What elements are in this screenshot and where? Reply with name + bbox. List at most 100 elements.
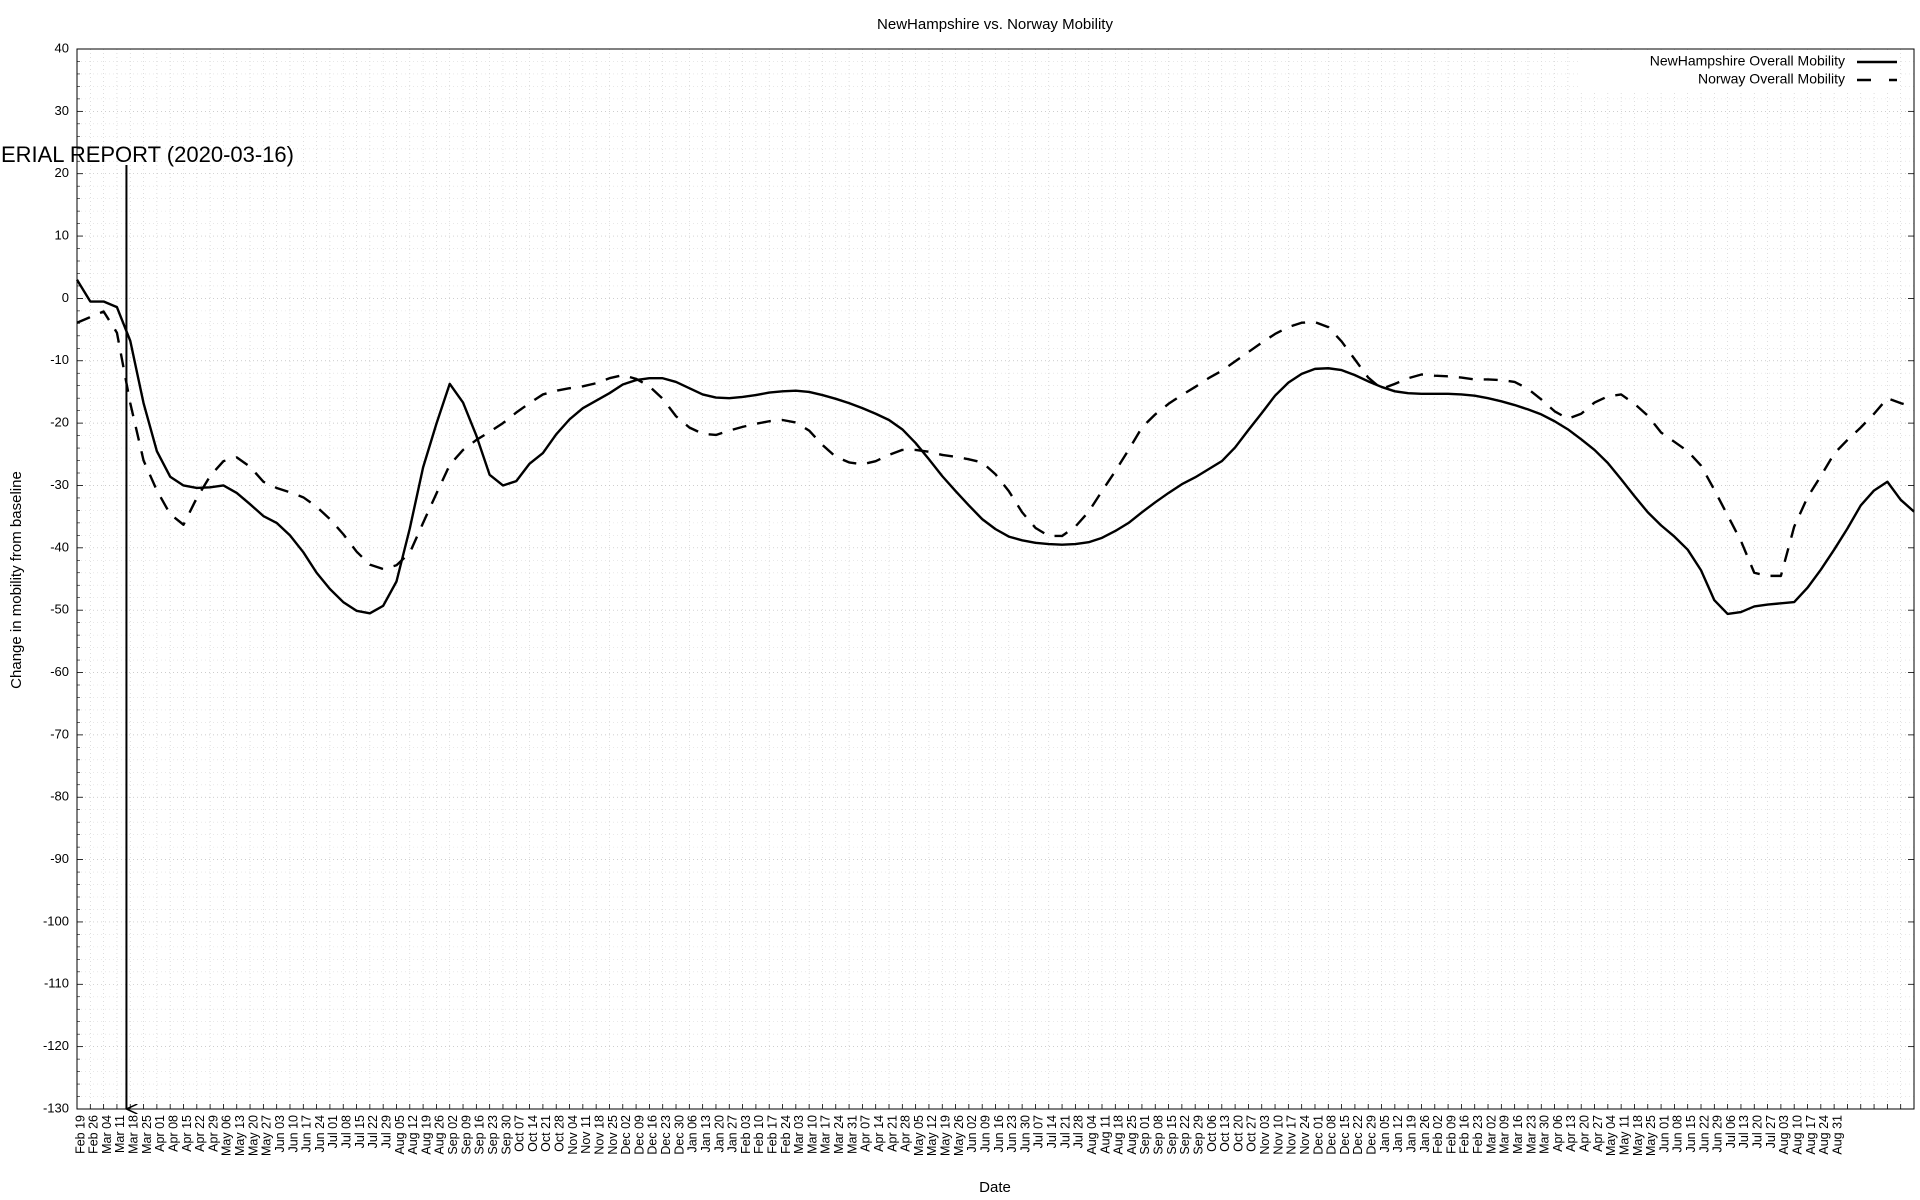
x-tick-label: Mar 10 — [805, 1115, 819, 1154]
x-tick-label: Jul 01 — [326, 1115, 340, 1148]
x-tick-label: Jun 01 — [1657, 1115, 1671, 1153]
y-tick-label: 30 — [55, 103, 69, 118]
x-tick-label: Aug 25 — [1125, 1115, 1139, 1155]
x-tick-label: May 12 — [925, 1115, 939, 1156]
x-tick-label: Oct 07 — [513, 1115, 527, 1152]
x-tick-label: Oct 20 — [1231, 1115, 1245, 1152]
x-tick-label: Jan 13 — [699, 1115, 713, 1153]
x-tick-label: Oct 27 — [1245, 1115, 1259, 1152]
x-tick-label: Feb 17 — [765, 1115, 779, 1154]
x-tick-label: Feb 03 — [739, 1115, 753, 1154]
y-tick-label: -120 — [43, 1038, 69, 1053]
x-tick-label: Jan 27 — [726, 1115, 740, 1153]
x-tick-label: Dec 22 — [1351, 1115, 1365, 1155]
x-tick-label: Apr 21 — [885, 1115, 899, 1152]
x-tick-label: Oct 06 — [1205, 1115, 1219, 1152]
x-tick-label: Apr 14 — [872, 1115, 886, 1152]
y-tick-label: -50 — [50, 602, 69, 617]
x-tick-label: Aug 18 — [1112, 1115, 1126, 1155]
x-tick-label: Jun 09 — [978, 1115, 992, 1153]
x-tick-label: May 04 — [1604, 1115, 1618, 1156]
x-tick-label: Jun 29 — [1711, 1115, 1725, 1153]
x-tick-label: Nov 24 — [1298, 1115, 1312, 1155]
y-tick-label: -20 — [50, 415, 69, 430]
x-tick-label: Oct 21 — [539, 1115, 553, 1152]
x-tick-label: Mar 02 — [1484, 1115, 1498, 1154]
x-tick-label: Jun 08 — [1671, 1115, 1685, 1153]
x-tick-label: Jun 03 — [273, 1115, 287, 1153]
series-line — [76, 310, 1915, 578]
x-tick-label: Jul 29 — [379, 1115, 393, 1148]
x-tick-label: Mar 23 — [1524, 1115, 1538, 1154]
x-tick-label: Jan 12 — [1391, 1115, 1405, 1153]
legend-label: NewHampshire Overall Mobility — [1650, 53, 1845, 69]
y-tick-label: -90 — [50, 851, 69, 866]
y-tick-label: -40 — [50, 539, 69, 554]
x-tick-label: May 20 — [246, 1115, 260, 1156]
x-tick-label: Nov 25 — [606, 1115, 620, 1155]
x-tick-label: Mar 31 — [845, 1115, 859, 1154]
x-tick-label: Sep 30 — [499, 1115, 513, 1155]
x-tick-label: Apr 07 — [859, 1115, 873, 1152]
x-tick-label: Nov 03 — [1258, 1115, 1272, 1155]
x-tick-label: Feb 10 — [752, 1115, 766, 1154]
x-tick-label: Dec 16 — [646, 1115, 660, 1155]
x-tick-label: May 06 — [220, 1115, 234, 1156]
x-tick-label: Apr 28 — [899, 1115, 913, 1152]
y-tick-label: 10 — [55, 227, 69, 242]
x-tick-label: Dec 09 — [632, 1115, 646, 1155]
x-tick-label: Mar 04 — [100, 1115, 114, 1154]
x-tick-label: Jun 22 — [1697, 1115, 1711, 1153]
x-tick-label: Nov 11 — [579, 1115, 593, 1154]
x-tick-label: Jun 16 — [992, 1115, 1006, 1153]
x-tick-label: Nov 18 — [592, 1115, 606, 1155]
x-axis-title: Date — [979, 1179, 1011, 1196]
x-tick-label: Sep 09 — [459, 1115, 473, 1155]
x-tick-label: May 19 — [939, 1115, 953, 1156]
x-tick-label: Jul 22 — [366, 1115, 380, 1148]
x-tick-label: Jul 06 — [1724, 1115, 1738, 1148]
x-tick-label: Aug 26 — [433, 1115, 447, 1155]
x-tick-label: Aug 19 — [419, 1115, 433, 1155]
x-tick-label: Mar 11 — [113, 1115, 127, 1153]
y-tick-label: -130 — [43, 1100, 69, 1115]
x-tick-label: Dec 01 — [1311, 1115, 1325, 1155]
x-tick-label: Jun 23 — [1005, 1115, 1019, 1153]
x-tick-label: Feb 19 — [73, 1115, 87, 1154]
x-tick-label: Aug 05 — [393, 1115, 407, 1155]
x-tick-label: May 13 — [233, 1115, 247, 1156]
x-tick-label: Aug 31 — [1830, 1115, 1844, 1155]
y-tick-label: 40 — [55, 40, 69, 55]
x-tick-label: Apr 20 — [1578, 1115, 1592, 1152]
x-tick-label: Jul 27 — [1764, 1115, 1778, 1148]
x-tick-label: Sep 16 — [473, 1115, 487, 1155]
x-tick-label: Jul 21 — [1058, 1115, 1072, 1148]
x-tick-label: Oct 28 — [553, 1115, 567, 1152]
x-tick-label: Aug 10 — [1790, 1115, 1804, 1155]
series-line — [75, 279, 1915, 616]
x-tick-label: Sep 29 — [1191, 1115, 1205, 1155]
plot-frame — [76, 48, 1915, 1110]
x-tick-label: Jul 15 — [353, 1115, 367, 1148]
x-tick-label: Jun 15 — [1684, 1115, 1698, 1153]
x-tick-label: Sep 22 — [1178, 1115, 1192, 1155]
x-tick-label: Mar 25 — [140, 1115, 154, 1154]
y-tick-label: -110 — [44, 976, 69, 991]
x-tick-label: Apr 27 — [1591, 1115, 1605, 1152]
x-tick-label: Aug 03 — [1777, 1115, 1791, 1155]
x-tick-label: May 11 — [1617, 1115, 1631, 1155]
x-tick-label: Sep 08 — [1152, 1115, 1166, 1155]
y-tick-label: 0 — [62, 290, 69, 305]
y-tick-label: -70 — [50, 726, 69, 741]
x-tick-label: Jan 26 — [1418, 1115, 1432, 1153]
x-tick-label: Sep 01 — [1138, 1115, 1152, 1155]
x-tick-label: Jan 05 — [1378, 1115, 1392, 1153]
x-tick-label: Aug 24 — [1817, 1115, 1831, 1155]
x-tick-label: Apr 06 — [1551, 1115, 1565, 1152]
x-tick-label: Sep 15 — [1165, 1115, 1179, 1155]
y-axis-title: Change in mobility from baseline — [8, 471, 25, 689]
x-tick-label: Aug 17 — [1804, 1115, 1818, 1155]
x-tick-label: Apr 13 — [1564, 1115, 1578, 1152]
x-tick-label: Apr 01 — [153, 1115, 167, 1152]
